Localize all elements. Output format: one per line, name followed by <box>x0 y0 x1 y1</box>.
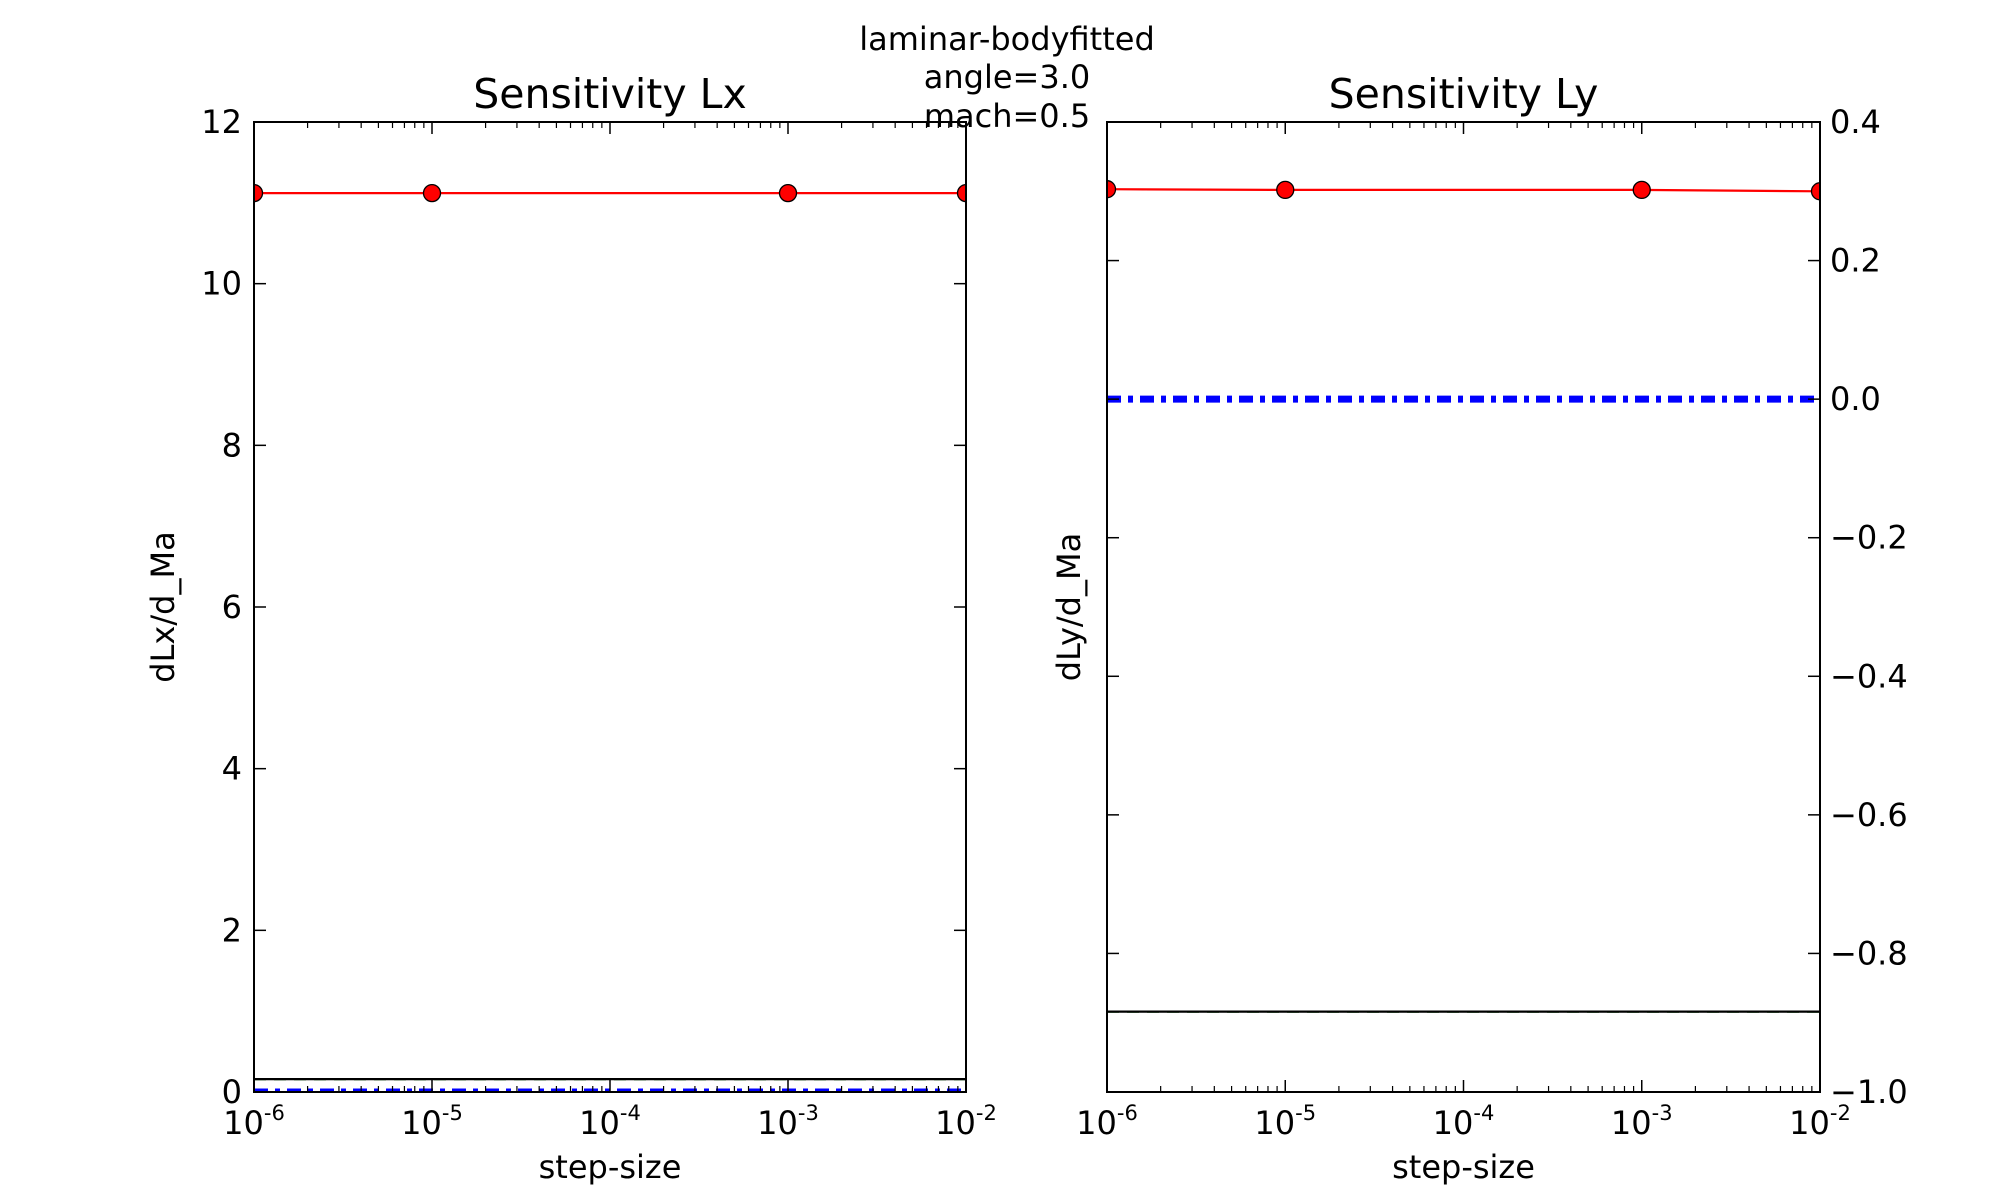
y-tick-label: −0.4 <box>1830 657 1908 695</box>
x-tick-label: 10-6 <box>223 1101 285 1142</box>
y-tick-label: 4 <box>222 750 242 788</box>
chart-panel-sensitivity-ly: 10-6 10-5 10-4 10-3 10-2 0.4 0.2 0.0 −0.2 −0.4 −0.… <box>1050 70 1908 1186</box>
x-tick-label: 10-6 <box>1076 1101 1138 1142</box>
panel-title: Sensitivity Lx <box>473 70 747 118</box>
data-point <box>254 183 264 203</box>
y-tick-label: −0.8 <box>1830 934 1908 972</box>
y-tick-label: 2 <box>222 911 242 949</box>
x-tick-label: 10-3 <box>757 1101 819 1142</box>
data-point <box>956 183 966 203</box>
chart-panel-sensitivity-lx: 10-6 10-5 10-4 10-3 10-2 0 2 4 6 8 10 12 Sensitivity… <box>144 70 997 1186</box>
y-tick-label: 12 <box>201 103 242 141</box>
data-point <box>778 183 798 203</box>
x-tick-label: 10-3 <box>1611 1101 1673 1142</box>
x-tick-label: 10-4 <box>579 1101 641 1142</box>
series-line-0 <box>1107 188 1820 193</box>
data-point <box>1276 180 1295 200</box>
plot-area <box>254 183 966 1092</box>
y-tick-label: −0.2 <box>1830 519 1908 557</box>
y-tick-label: 0 <box>222 1073 242 1111</box>
panel-title: Sensitivity Ly <box>1329 70 1599 118</box>
y-tick-label: 8 <box>222 426 242 464</box>
y-tick-label: 10 <box>201 265 242 303</box>
y-tick-label: 0.4 <box>1830 103 1881 141</box>
axes-frame <box>253 121 967 1093</box>
x-tick-label: 10-5 <box>1254 1101 1316 1142</box>
figure-title-line-3: mach=0.5 <box>924 97 1090 135</box>
figure-title-line-2: angle=3.0 <box>924 58 1090 96</box>
data-point <box>1107 180 1117 199</box>
y-tick-label: −0.6 <box>1830 796 1908 834</box>
x-tick-label: 10-5 <box>401 1101 463 1142</box>
y-axis-label: dLy/d_Ma <box>1050 533 1088 681</box>
plot-area <box>1107 180 1820 1013</box>
figure-title-line-1: laminar-bodyfitted <box>859 20 1155 58</box>
x-axis-label: step-size <box>1392 1148 1535 1186</box>
x-tick-label: 10-2 <box>1789 1101 1851 1142</box>
y-tick-label: −1.0 <box>1830 1073 1908 1111</box>
axes-frame <box>1106 121 1821 1093</box>
y-tick-label: 0.0 <box>1830 380 1881 418</box>
x-axis-label: step-size <box>539 1148 682 1186</box>
x-tick-label: 10-2 <box>935 1101 997 1142</box>
data-point <box>1632 180 1651 200</box>
data-point <box>1810 182 1820 201</box>
data-point <box>422 183 442 203</box>
y-axis-label: dLx/d_Ma <box>144 531 182 682</box>
y-tick-label: 6 <box>222 588 242 626</box>
x-tick-label: 10-4 <box>1433 1101 1495 1142</box>
y-tick-label: 0.2 <box>1830 242 1881 280</box>
